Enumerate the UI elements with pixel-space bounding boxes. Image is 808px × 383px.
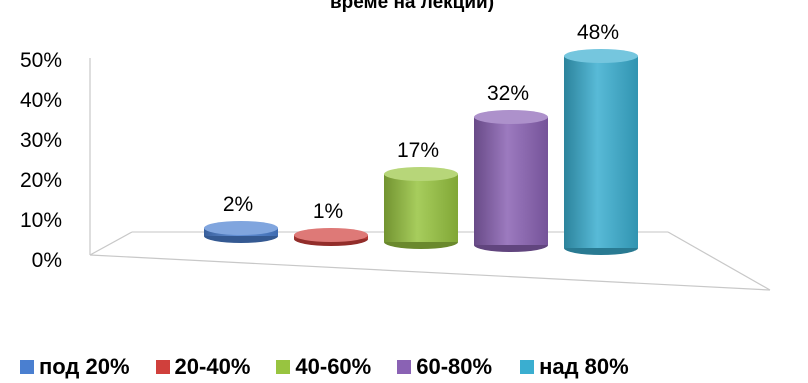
y-tick-label: 50% [20, 49, 62, 72]
y-axis-ticks: 0% 10% 20% 30% 40% 50% [20, 49, 62, 272]
data-label: 2% [223, 193, 253, 216]
y-tick-label: 40% [20, 89, 62, 112]
chart-plot: време на лекции) 0% 10% 20% 30% 40% 50% 2% 1% 1… [20, 0, 771, 291]
floor-front-edge [89, 254, 771, 291]
legend-item: 40-60% [276, 354, 371, 380]
bar-body [384, 174, 458, 242]
bar-5 [564, 49, 638, 255]
legend-swatch [276, 360, 291, 374]
y-tick-label: 20% [20, 169, 62, 192]
bar-2 [294, 228, 368, 246]
legend-swatch [20, 360, 34, 374]
data-label: 32% [487, 82, 529, 105]
legend-item: 60-80% [397, 354, 492, 380]
data-label: 48% [577, 21, 619, 44]
legend-item: над 80% [520, 354, 629, 380]
bars [204, 49, 638, 255]
legend-swatch [520, 360, 535, 374]
legend-swatch [155, 360, 170, 374]
bar-4 [474, 110, 548, 252]
chart-title: време на лекции) [330, 0, 494, 13]
bar-3 [384, 167, 458, 249]
y-tick-label: 30% [20, 129, 62, 152]
y-tick-label: 10% [20, 209, 62, 232]
bar-body [564, 56, 638, 248]
y-tick-label: 0% [32, 249, 62, 272]
bar-body [474, 117, 548, 245]
legend-item: под 20% [20, 354, 130, 380]
legend-label: 40-60% [295, 354, 372, 379]
bar-top [474, 110, 548, 124]
data-labels: 2% 1% 17% 32% 48% [223, 21, 619, 223]
floor-left-edge [89, 231, 133, 256]
bar-top [294, 228, 368, 242]
bar-top [564, 49, 638, 63]
bar-top [384, 167, 458, 181]
bar-1 [204, 221, 278, 243]
legend-label: над 80% [539, 354, 629, 379]
data-label: 17% [397, 139, 439, 162]
legend-label: под 20% [39, 354, 130, 379]
legend-item: 20-40% [155, 354, 251, 380]
legend-label: 60-80% [416, 354, 493, 379]
data-label: 1% [313, 200, 343, 223]
legend: под 20% 20-40% 40-60% 60-80% над 80% [20, 352, 808, 382]
legend-label: 20-40% [174, 354, 251, 379]
floor-right-edge [667, 231, 771, 291]
legend-swatch [397, 360, 412, 374]
bar-top [204, 221, 278, 235]
